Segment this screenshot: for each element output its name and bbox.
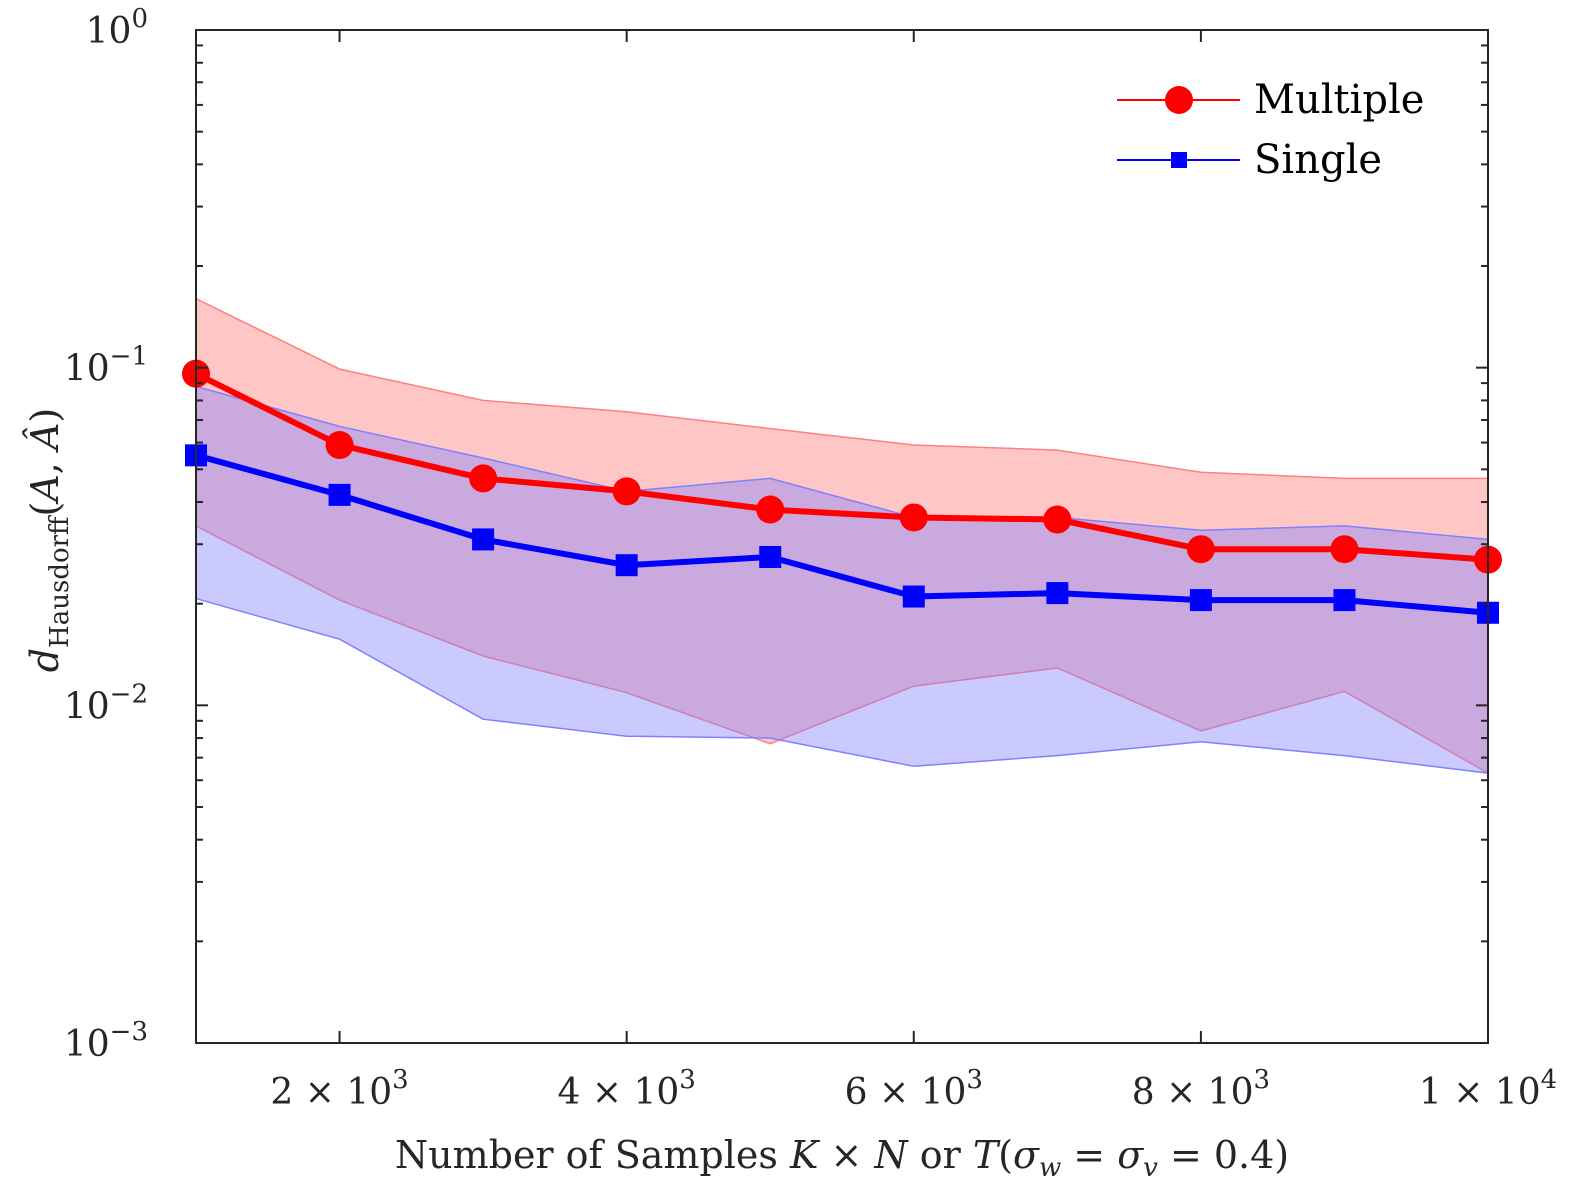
point-multiple-2	[469, 464, 498, 493]
x-axis-title-N: N	[873, 1133, 909, 1177]
y-tick-exponent-2: −2	[110, 679, 148, 709]
x-tick-mantissa-3: 8	[1132, 1072, 1155, 1113]
series-lines	[194, 371, 1489, 616]
point-single-5	[902, 585, 925, 608]
x-axis-title-part-4: (	[998, 1133, 1013, 1177]
x-tick-times-4: × 10	[1442, 1072, 1541, 1113]
y-tick-label-1: 10−1	[64, 342, 148, 390]
y-tick-label-0: 100	[86, 4, 148, 52]
x-axis-title: Number of Samples K × N or T(σw = σv = 0…	[395, 1133, 1289, 1183]
x-axis-title-part-1: Number of Samples	[395, 1133, 790, 1177]
point-single-6	[1046, 582, 1069, 605]
y-tick-base-2: 10	[64, 686, 110, 727]
point-multiple-1	[325, 431, 354, 460]
x-axis-title-sigma-v: σ	[1117, 1133, 1144, 1177]
point-single-7	[1189, 589, 1212, 612]
x-tick-label-0: 2 × 103	[270, 1065, 408, 1113]
x-tick-label-1: 4 × 103	[558, 1065, 696, 1113]
x-tick-exponent-3: 3	[1253, 1065, 1270, 1095]
plot-frame	[195, 29, 1489, 1044]
series-markers	[182, 359, 1502, 624]
x-tick-times-1: × 10	[580, 1072, 679, 1113]
x-tick-exponent-1: 3	[679, 1065, 696, 1095]
x-axis-title-sub-w: w	[1039, 1153, 1061, 1183]
point-single-1	[328, 483, 351, 506]
x-axis-title-part-3: or	[908, 1133, 973, 1177]
point-single-4	[759, 545, 782, 568]
y-axis-title-part-3: )	[23, 408, 67, 423]
x-tick-times-3: × 10	[1155, 1072, 1254, 1113]
x-tick-mantissa-1: 4	[558, 1072, 581, 1113]
y-tick-base-3: 10	[64, 1024, 110, 1065]
point-single-8	[1333, 589, 1356, 612]
x-tick-times-2: × 10	[868, 1072, 967, 1113]
y-axis-title-part-1: (	[23, 502, 67, 517]
legend-label-single: Single	[1254, 137, 1382, 183]
line-multiple	[194, 371, 1489, 563]
x-tick-mantissa-2: 6	[845, 1072, 868, 1113]
x-axis-title-part-2: ×	[818, 1133, 874, 1177]
legend-label-multiple: Multiple	[1254, 77, 1424, 123]
point-multiple-8	[1330, 535, 1359, 564]
legend: Multiple Single	[1117, 77, 1424, 183]
point-multiple-7	[1186, 535, 1215, 564]
y-tick-label-3: 10−3	[64, 1017, 148, 1065]
x-axis-title-part-6: = 0.4)	[1158, 1133, 1289, 1177]
x-axis-title-sigma-w: σ	[1013, 1133, 1040, 1177]
y-axis-title-d: d	[23, 648, 67, 672]
x-axis-title-T: T	[973, 1133, 1001, 1177]
x-tick-times-0: × 10	[293, 1072, 392, 1113]
y-tick-base-0: 10	[86, 11, 132, 52]
x-tick-exponent-4: 4	[1541, 1065, 1558, 1095]
y-tick-exponent-1: −1	[110, 342, 148, 372]
point-multiple-3	[612, 477, 641, 506]
legend-marker-multiple	[1165, 86, 1193, 114]
y-tick-base-1: 10	[64, 349, 110, 390]
y-axis-title-A: A	[23, 474, 67, 504]
x-tick-label-4: 1 × 104	[1419, 1065, 1557, 1113]
x-tick-mantissa-4: 1	[1419, 1072, 1442, 1113]
y-tick-exponent-0: 0	[131, 4, 148, 34]
y-axis-title-part-2: ,	[23, 450, 67, 474]
y-tick-label-2: 10−2	[64, 679, 148, 727]
x-tick-mantissa-0: 2	[270, 1072, 293, 1113]
legend-marker-single	[1171, 152, 1187, 168]
point-single-2	[472, 528, 495, 551]
point-multiple-4	[756, 495, 785, 524]
x-axis-title-sub-v: v	[1143, 1153, 1158, 1183]
x-tick-label-3: 8 × 103	[1132, 1065, 1270, 1113]
line-single	[195, 452, 1489, 616]
point-single-3	[615, 554, 638, 577]
point-multiple-6	[1043, 505, 1072, 534]
y-tick-exponent-3: −3	[110, 1017, 148, 1047]
axis-ticks	[196, 30, 1489, 1044]
y-axis-title-A-hat: Â	[23, 423, 67, 453]
x-tick-exponent-0: 3	[392, 1065, 409, 1095]
x-tick-label-2: 6 × 103	[845, 1065, 983, 1113]
point-multiple-5	[899, 503, 928, 532]
y-axis-title-sub: Hausdorff	[45, 514, 75, 648]
x-axis-title-K: K	[789, 1133, 821, 1177]
x-axis-title-part-5: =	[1061, 1133, 1117, 1177]
x-tick-exponent-2: 3	[966, 1065, 983, 1095]
y-axis-title: dHausdorff(A, Â)	[23, 408, 75, 673]
x-tick-labels: 2 × 103 4 × 103 6 × 103 8 × 103 1 × 104	[270, 1065, 1557, 1113]
